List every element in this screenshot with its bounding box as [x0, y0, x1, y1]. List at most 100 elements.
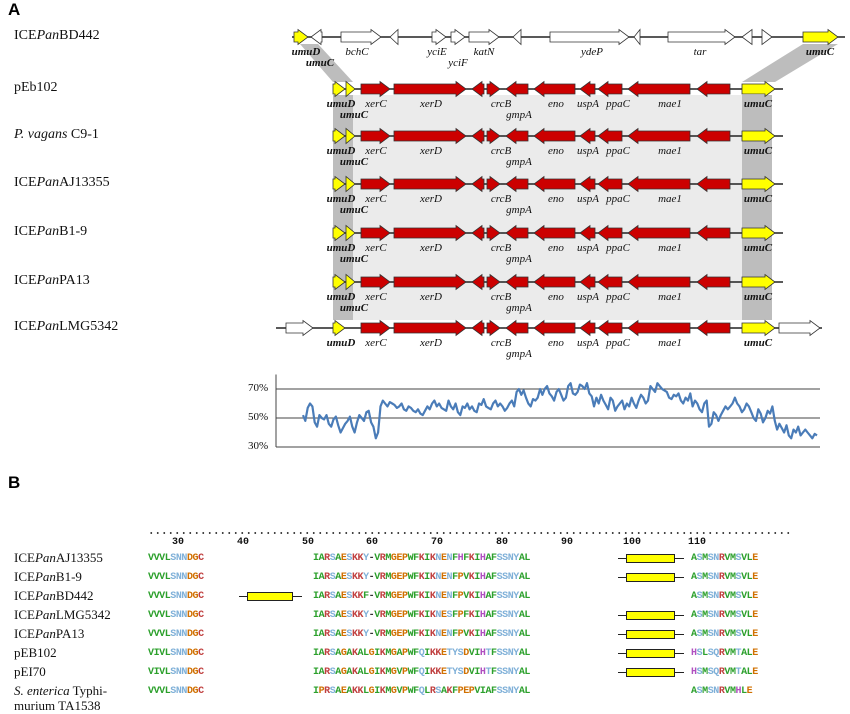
track-2-gene-arrow-3 — [393, 127, 467, 145]
sequence-segment-2: IARSAESKKY-VRMGEPWFKIKNENFPVKIHAFSSNYAL — [313, 572, 530, 583]
gene-ppaC: ppaC — [606, 337, 630, 349]
track-5-gene-arrow-12 — [741, 273, 776, 291]
gene-eno: eno — [548, 145, 564, 157]
sequence-name-part: Pan — [34, 550, 56, 565]
gene-xerC: xerC — [365, 337, 387, 349]
sequence-name: ICEPanLMG5342 — [14, 607, 111, 623]
track-1-gene-arrow-10 — [627, 80, 691, 98]
sequence-name-line2: murium TA1538 — [14, 698, 101, 713]
sequence-segment-1: VVVLSNNDGC — [148, 629, 204, 640]
track-4-gene-arrow-11 — [696, 224, 731, 242]
sequence-segment-2: IARSAESKKF-VRMGEPWFKIKNENFPVKIHAFSSNYAL — [313, 591, 530, 602]
track-2-gene-arrow-2 — [360, 127, 391, 145]
track-1-gene-arrow-11 — [696, 80, 731, 98]
track-3-gene-arrow-6 — [505, 175, 529, 193]
bd442-gene-arrow-6 — [468, 28, 500, 46]
track-2-gene-arrow-12 — [741, 127, 776, 145]
panel-b-letter: B — [8, 473, 21, 492]
gene-umuC: umuC — [743, 337, 773, 349]
track-3-gene-arrow-7 — [533, 175, 576, 193]
bd442-gene-arrow-13 — [802, 28, 839, 46]
sequence-name-part: BD442 — [55, 588, 94, 603]
track-6-gene-arrow-12 — [741, 319, 776, 337]
track-6-gene-arrow-0 — [332, 319, 346, 337]
ruler-tick: 50 — [301, 537, 315, 548]
track-4-gene-arrow-4 — [471, 224, 485, 242]
track-4-gene-arrow-12 — [741, 224, 776, 242]
gene-crcB: crcB — [490, 193, 512, 205]
bd442-gene-arrow-10 — [667, 28, 736, 46]
bd442-gene-arrow-2 — [340, 28, 382, 46]
sequence-name: S. enterica Typhi-murium TA1538 — [14, 683, 107, 713]
gene-umuC-lower: umuC — [339, 109, 369, 121]
gene-uspA: uspA — [577, 337, 599, 349]
track-1-gene-arrow-3 — [393, 80, 467, 98]
sequence-name-part: pEI70 — [14, 664, 46, 679]
track-5-gene-arrow-9 — [597, 273, 623, 291]
sequence-name-part: ICE — [14, 569, 35, 584]
gene-gmpA: gmpA — [506, 156, 532, 168]
track-6-gene-arrow-11 — [696, 319, 731, 337]
ruler-tick: 110 — [687, 537, 707, 548]
track-4-gene-arrow-3 — [393, 224, 467, 242]
umuC-link-shade — [742, 44, 838, 82]
track-2-gene-arrow-0 — [332, 127, 346, 145]
gene-umuD: umuD — [326, 145, 356, 157]
bd442-gene-arrow-5 — [450, 28, 466, 46]
sequence-name: pEB102 — [14, 645, 57, 661]
sequence-name-part: Pan — [34, 607, 56, 622]
genome-label-part: ICE — [14, 28, 37, 43]
genome-label-part: BD442 — [59, 28, 100, 43]
sequence-name-part: PA13 — [55, 626, 85, 641]
sequence-segment-1: VIVLSNNDGC — [148, 648, 204, 659]
gene-mae1: mae1 — [658, 193, 682, 205]
gene-crcB: crcB — [490, 145, 512, 157]
genome-label-part: Pan — [36, 224, 60, 239]
gene-umuC-lower: umuC — [339, 204, 369, 216]
genome-label-part: pEb102 — [14, 80, 58, 95]
sequence-segment-3: ASMSNRVMSVLE — [691, 610, 758, 621]
sequence-segment-1: VVVLSNNDGC — [148, 553, 204, 564]
track-5-gene-arrow-0 — [332, 273, 346, 291]
track-3-gene-arrow-11 — [696, 175, 731, 193]
track-4-gene-arrow-5 — [486, 224, 501, 242]
track-5-gene-arrow-10 — [627, 273, 691, 291]
genome-label-lmg: ICEPanLMG5342 — [14, 319, 118, 335]
sequence-segment-2: IARSAESKKY-VRMGEPWFKIKNENFPVKIHAFSSNYAL — [313, 629, 530, 640]
gene-eno: eno — [548, 98, 564, 110]
genome-label-part: Pan — [36, 28, 60, 43]
track-6-gene-arrow-4 — [471, 319, 485, 337]
bd442-gene-bchC: bchC — [345, 46, 369, 58]
genome-label-pa13: ICEPanPA13 — [14, 273, 90, 289]
genome-label-peb102: pEb102 — [14, 80, 58, 96]
track-5-gene-arrow-4 — [471, 273, 485, 291]
sequence-name-part: S. enterica — [14, 683, 70, 698]
genome-label-part: Pan — [36, 175, 60, 190]
genome-label-part: LMG5342 — [59, 319, 119, 334]
gene-xerC: xerC — [365, 242, 387, 254]
track-2-gene-arrow-9 — [597, 127, 623, 145]
ruler-tick: 70 — [430, 537, 444, 548]
genome-label-bd442: ICEPanBD442 — [14, 28, 100, 44]
bd442-gene-arrow-3 — [389, 28, 399, 46]
genome-label-part: PA13 — [59, 273, 90, 288]
track-4-gene-arrow-6 — [505, 224, 529, 242]
gene-xerC: xerC — [365, 193, 387, 205]
gene-crcB: crcB — [490, 98, 512, 110]
gene-gmpA: gmpA — [506, 302, 532, 314]
genome-label-c9: P. vagans C9-1 — [14, 127, 99, 143]
track-5-gene-arrow-3 — [393, 273, 467, 291]
sequence-segment-1: VVVLSNNDGC — [148, 572, 204, 583]
genome-label-part: P. vagans — [14, 127, 68, 142]
genome-label-part: ICE — [14, 175, 37, 190]
track-5-gene-arrow-5 — [486, 273, 501, 291]
gene-xerD: xerD — [420, 337, 442, 349]
sequence-name-part: ICE — [14, 626, 35, 641]
sequence-name-part: ICE — [14, 607, 35, 622]
helix-box — [247, 592, 293, 601]
track-1-gene-arrow-4 — [471, 80, 485, 98]
sequence-name: ICEPanPA13 — [14, 626, 84, 642]
gene-mae1: mae1 — [658, 98, 682, 110]
gene-xerD: xerD — [420, 98, 442, 110]
gene-ppaC: ppaC — [606, 145, 630, 157]
